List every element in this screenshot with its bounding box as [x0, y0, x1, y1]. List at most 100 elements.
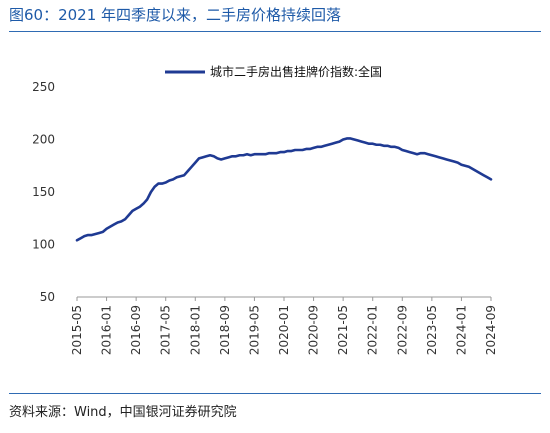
- chart-title: 图60：2021 年四季度以来，二手房价格持续回落: [9, 6, 342, 24]
- data-point: [342, 138, 344, 140]
- data-point: [150, 191, 152, 193]
- data-point: [301, 149, 303, 151]
- data-point: [272, 152, 274, 154]
- data-point: [275, 152, 277, 154]
- x-tick-label: 2018-01: [188, 305, 202, 355]
- x-tick-label: 2020-01: [277, 305, 291, 355]
- x-tick-label: 2022-01: [366, 305, 380, 355]
- x-tick-label: 2024-09: [484, 305, 498, 355]
- data-point: [479, 172, 481, 174]
- data-point: [201, 156, 203, 158]
- y-tick-label: 250: [32, 80, 55, 94]
- data-point: [250, 154, 252, 156]
- source-note: 资料来源：Wind，中国银河证券研究院: [9, 405, 237, 420]
- data-point: [471, 168, 473, 170]
- data-point: [427, 153, 429, 155]
- data-point: [331, 143, 333, 145]
- data-point: [128, 214, 130, 216]
- data-point: [153, 186, 155, 188]
- data-point: [105, 228, 107, 230]
- data-point: [135, 208, 137, 210]
- x-tick-label: 2021-05: [336, 305, 350, 355]
- data-point: [120, 220, 122, 222]
- data-point: [238, 154, 240, 156]
- data-point: [360, 140, 362, 142]
- data-point: [261, 153, 263, 155]
- data-point: [412, 152, 414, 154]
- data-point: [257, 153, 259, 155]
- data-point: [431, 154, 433, 156]
- title-divider: [9, 31, 541, 32]
- data-point: [434, 155, 436, 157]
- x-tick-label: 2023-05: [425, 305, 439, 355]
- legend-label: 城市二手房出售挂牌价指数:全国: [210, 64, 382, 79]
- data-point: [176, 176, 178, 178]
- y-tick-label: 100: [32, 238, 55, 252]
- data-point: [227, 156, 229, 158]
- data-point: [168, 179, 170, 181]
- x-tick-label: 2024-01: [454, 305, 468, 355]
- data-point: [445, 158, 447, 160]
- x-tick-label: 2015-05: [70, 305, 84, 355]
- data-point: [87, 234, 89, 236]
- data-point: [408, 151, 410, 153]
- series-line: [75, 137, 493, 242]
- y-tick-label: 200: [32, 133, 55, 147]
- data-point: [379, 144, 381, 146]
- data-point: [323, 145, 325, 147]
- data-point: [423, 152, 425, 154]
- data-point: [113, 223, 115, 225]
- series-points: [76, 137, 492, 241]
- data-point: [405, 150, 407, 152]
- data-point: [335, 141, 337, 143]
- data-point: [449, 159, 451, 161]
- data-point: [394, 146, 396, 148]
- x-tick-label: 2022-09: [395, 305, 409, 355]
- x-tick-label: 2018-09: [218, 305, 232, 355]
- data-point: [253, 153, 255, 155]
- data-point: [161, 182, 163, 184]
- data-point: [353, 138, 355, 140]
- data-point: [98, 232, 100, 234]
- data-point: [287, 150, 289, 152]
- data-point: [442, 157, 444, 159]
- data-point: [83, 235, 85, 237]
- data-point: [205, 155, 207, 157]
- x-tick-label: 2016-01: [100, 305, 114, 355]
- data-point: [198, 157, 200, 159]
- data-point: [375, 144, 377, 146]
- data-point: [349, 137, 351, 139]
- data-point: [372, 143, 374, 145]
- data-point: [397, 147, 399, 149]
- data-point: [224, 157, 226, 159]
- data-point: [327, 144, 329, 146]
- data-point: [194, 161, 196, 163]
- data-point: [268, 152, 270, 154]
- data-point: [294, 149, 296, 151]
- data-point: [383, 145, 385, 147]
- data-point: [142, 202, 144, 204]
- data-point: [231, 155, 233, 157]
- data-point: [146, 198, 148, 200]
- data-point: [264, 153, 266, 155]
- data-point: [80, 237, 82, 239]
- data-point: [179, 175, 181, 177]
- data-point: [109, 225, 111, 227]
- data-point: [386, 145, 388, 147]
- data-point: [316, 146, 318, 148]
- data-point: [213, 155, 215, 157]
- data-point: [298, 149, 300, 151]
- data-point: [157, 182, 159, 184]
- x-tick-label: 2017-05: [159, 305, 173, 355]
- data-point: [216, 157, 218, 159]
- data-point: [139, 206, 141, 208]
- data-point: [357, 139, 359, 141]
- data-point: [346, 137, 348, 139]
- data-point: [309, 148, 311, 150]
- data-point: [305, 148, 307, 150]
- data-point: [338, 140, 340, 142]
- data-point: [102, 231, 104, 233]
- data-point: [124, 218, 126, 220]
- data-point: [482, 174, 484, 176]
